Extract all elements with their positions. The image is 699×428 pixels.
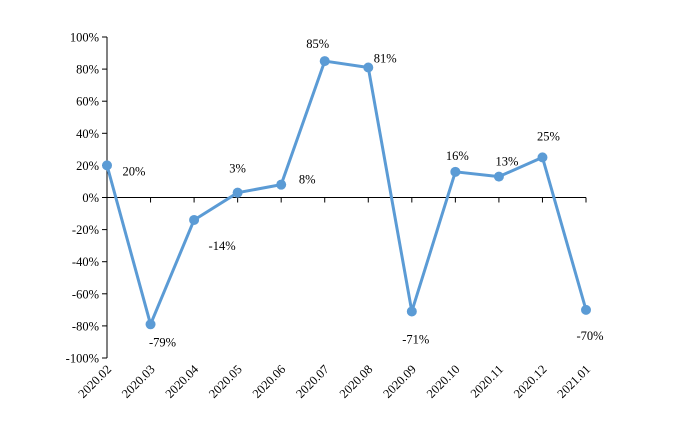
data-label: 13% xyxy=(495,155,518,169)
data-point xyxy=(406,306,417,317)
x-tick-label: 2020.05 xyxy=(206,362,245,401)
data-point xyxy=(276,179,287,190)
data-point xyxy=(102,160,112,171)
data-label: 3% xyxy=(229,162,246,176)
y-tick-label: 60% xyxy=(76,95,99,109)
y-tick-label: 0% xyxy=(82,191,99,205)
data-point xyxy=(581,304,591,315)
y-tick-label: -100% xyxy=(66,352,99,366)
x-tick-label: 2020.03 xyxy=(119,362,158,401)
data-label: -70% xyxy=(576,329,603,343)
data-point xyxy=(189,214,200,225)
x-tick-label: 2020.12 xyxy=(511,362,550,401)
data-point xyxy=(450,166,461,177)
x-tick-label: 2020.08 xyxy=(337,362,376,401)
data-label: 81% xyxy=(374,51,397,65)
data-point xyxy=(145,319,156,330)
data-labels: 20% -79% -14% 3% 8% 85% 81% -71% 16% 13% 25% -70% xyxy=(123,37,604,349)
data-point xyxy=(493,171,504,182)
data-point xyxy=(537,152,548,163)
y-tick-label: -40% xyxy=(72,255,99,269)
data-label: -71% xyxy=(402,332,429,346)
x-tick-label: 2021.01 xyxy=(554,362,593,401)
x-tick-label: 2020.11 xyxy=(468,362,506,400)
data-label: -14% xyxy=(209,239,236,253)
data-point xyxy=(363,62,374,73)
axes xyxy=(106,37,586,358)
data-label: 8% xyxy=(299,173,316,187)
series-layer xyxy=(102,56,591,330)
y-tick-label: -20% xyxy=(72,223,99,237)
data-label: 16% xyxy=(446,149,469,163)
x-tick-label: 2020.07 xyxy=(293,362,332,401)
data-label: 20% xyxy=(123,164,146,178)
y-tick-label: 40% xyxy=(76,127,99,141)
x-tick-label: 2020.04 xyxy=(163,362,202,401)
x-tick-label: 2020.10 xyxy=(424,362,463,401)
y-tick-label: 100% xyxy=(70,31,99,45)
x-tick-label: 2020.02 xyxy=(75,362,114,401)
x-axis-ticks: 2020.02 2020.03 2020.04 2020.05 2020.06 2020.… xyxy=(75,197,593,401)
data-label: 25% xyxy=(537,129,560,143)
x-tick-label: 2020.09 xyxy=(380,362,419,401)
y-tick-label: -80% xyxy=(72,319,99,333)
data-point xyxy=(319,56,330,67)
data-point xyxy=(232,187,243,198)
y-tick-label: 20% xyxy=(76,159,99,173)
data-label: 85% xyxy=(306,37,329,51)
x-tick-label: 2020.06 xyxy=(250,362,289,401)
y-tick-label: 80% xyxy=(76,63,99,77)
y-tick-label: -60% xyxy=(72,287,99,301)
data-label: -79% xyxy=(149,335,176,349)
y-axis-ticks: 100% 80% 60% 40% 20% 0% -20% -40% -60% -80% -100% xyxy=(66,31,107,366)
series-line xyxy=(105,59,588,326)
